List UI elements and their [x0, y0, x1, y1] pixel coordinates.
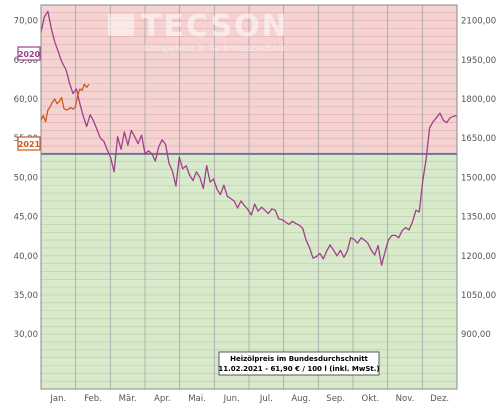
month-labels: Jan. Feb. Mär. Apr. Mai. Jun. Jul. Aug. Sep. Okt.…	[49, 394, 449, 404]
legend-2021-label: 2021	[18, 140, 41, 149]
legend-2021: 2021	[17, 136, 41, 151]
month-label: Jan.	[49, 394, 66, 404]
right-tick-label: 1050,00	[461, 291, 496, 301]
right-tick-label: 1800,00	[461, 95, 496, 105]
watermark-title: TECSON	[141, 9, 289, 44]
right-axis-ticks: 900,00 1050,00 1200,00 1350,00 1500,00 1650,0…	[461, 17, 496, 340]
watermark: TECSON Kompetenz in Tankmesstechnik	[108, 9, 289, 54]
month-label: Feb.	[84, 394, 102, 404]
month-label: Apr.	[154, 394, 171, 404]
price-note-line1: Heizölpreis im Bundesdurchschnitt	[230, 355, 368, 363]
left-tick-label: 45,00	[14, 213, 38, 223]
month-label: Nov.	[396, 394, 415, 404]
threshold-line	[41, 152, 457, 155]
left-tick-label: 60,00	[14, 95, 38, 105]
series-line-2021	[40, 83, 90, 123]
series-line-2020	[40, 10, 458, 266]
left-tick-label: 35,00	[14, 291, 38, 301]
month-label: Aug.	[291, 394, 310, 404]
right-tick-label: 1200,00	[461, 252, 496, 262]
month-label: Sep.	[326, 394, 345, 404]
legend-2020-box	[17, 46, 41, 61]
right-tick-label: 900,00	[461, 330, 491, 340]
right-tick-label: 1650,00	[461, 134, 496, 144]
right-tick-label: 1950,00	[461, 56, 496, 66]
left-tick-label: 30,00	[14, 330, 38, 340]
right-tick-label: 2100,00	[461, 17, 496, 27]
left-tick-label: 65,00	[14, 56, 38, 66]
month-label: Dez.	[430, 394, 449, 404]
month-label: Mär.	[119, 394, 137, 404]
watermark-logo-block	[108, 14, 134, 36]
price-note-box: Heizölpreis im Bundesdurchschnitt 11.02.…	[218, 351, 380, 376]
month-label: Okt.	[362, 394, 380, 404]
month-label: Jul.	[259, 394, 273, 404]
legend-2020-label: 2020	[18, 50, 41, 59]
legend-2021-box	[17, 136, 41, 151]
plot-frame	[40, 4, 458, 390]
month-gridlines	[75, 5, 423, 389]
left-axis-ticks: 30,0035,0040,0045,0050,0055,0060,0065,00…	[14, 17, 38, 340]
month-label: Mai.	[188, 394, 206, 404]
series-lines	[40, 10, 458, 266]
price-note-line2: 11.02.2021 - 61,90 € / 100 l (inkl. MwSt…	[218, 365, 379, 373]
legend-2020: 2020	[17, 46, 41, 61]
right-tick-label: 1350,00	[461, 213, 496, 223]
left-tick-label: 40,00	[14, 252, 38, 262]
left-tick-label: 50,00	[14, 173, 38, 183]
watermark-subtitle: Kompetenz in Tankmesstechnik	[144, 44, 286, 54]
right-tick-label: 1500,00	[461, 173, 496, 183]
price-note-bg	[218, 351, 380, 376]
left-tick-label: 70,00	[14, 17, 38, 27]
month-label: Jun.	[223, 394, 240, 404]
